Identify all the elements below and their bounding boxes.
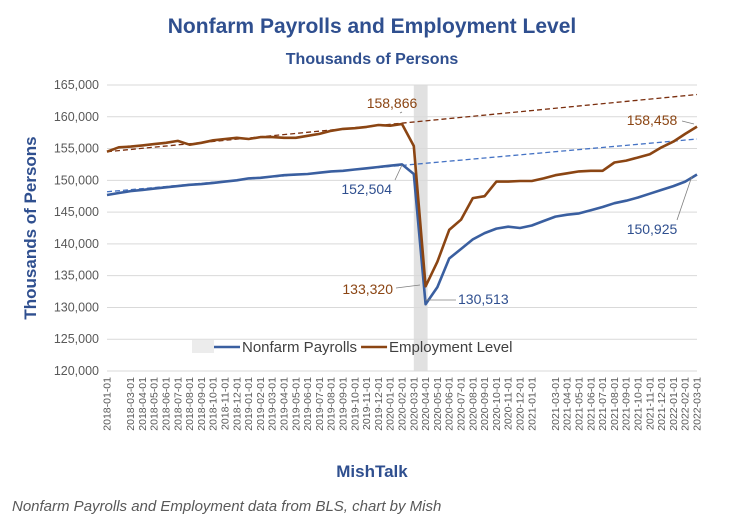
x-tick-label: 2021-01-01 xyxy=(526,377,538,431)
x-tick-label: 2020-11-01 xyxy=(503,377,515,430)
chart-title: Nonfarm Payrolls and Employment Level xyxy=(168,15,576,38)
x-tick-label: 2022-02-01 xyxy=(680,377,692,431)
x-tick-label: 2018-08-01 xyxy=(184,377,196,431)
annotation-label: 152,504 xyxy=(341,181,392,197)
annotations: 158,866 152,504 133,320 130,513 158,458 150,9… xyxy=(341,95,695,307)
y-tick-label: 155,000 xyxy=(54,142,99,156)
y-tick-label: 150,000 xyxy=(54,173,99,187)
annotation-label: 133,320 xyxy=(342,281,393,297)
x-tick-label: 2019-12-01 xyxy=(373,377,385,431)
x-tick-label: 2020-05-01 xyxy=(432,377,444,431)
annotation-label: 150,925 xyxy=(627,221,678,237)
x-tick-label: 2021-12-01 xyxy=(656,377,668,431)
chart-caption: Nonfarm Payrolls and Employment data fro… xyxy=(12,498,442,515)
y-tick-label: 145,000 xyxy=(54,205,99,219)
chart-subtitle: Thousands of Persons xyxy=(286,51,459,68)
annotation-leader xyxy=(676,175,693,221)
series-line xyxy=(106,122,698,288)
x-tick-label: 2020-09-01 xyxy=(479,377,491,431)
x-tick-label: 2020-12-01 xyxy=(515,377,527,431)
x-tick-label: 2020-02-01 xyxy=(397,377,409,431)
annotation-label: 158,866 xyxy=(367,95,418,111)
x-tick-label: 2019-11-01 xyxy=(361,377,373,430)
x-tick-label: 2020-03-01 xyxy=(408,377,420,431)
x-tick-label: 2021-07-01 xyxy=(597,377,609,431)
x-tick-label: 2018-05-01 xyxy=(149,377,161,431)
legend: Nonfarm Payrolls Employment Level xyxy=(192,339,512,356)
annotation-leader xyxy=(395,284,421,289)
x-tick-label: 2020-10-01 xyxy=(491,377,503,431)
y-tick-label: 160,000 xyxy=(54,110,99,124)
y-tick-label: 135,000 xyxy=(54,269,99,283)
x-tick-label: 2021-05-01 xyxy=(574,377,586,431)
x-tick-label: 2018-03-01 xyxy=(125,377,137,431)
x-tick-label: 2018-12-01 xyxy=(231,377,243,431)
y-tick-label: 165,000 xyxy=(54,78,99,92)
x-tick-label: 2020-06-01 xyxy=(444,377,456,431)
x-tick-label: 2019-10-01 xyxy=(349,377,361,431)
x-tick-label: 2019-01-01 xyxy=(243,377,255,431)
x-axis-ticks: 2018-01-01 2018-03-01 2018-04-01 2018-05-01… xyxy=(102,377,704,431)
x-tick-label: 2018-04-01 xyxy=(137,377,149,431)
y-axis-ticks: 120,000 125,000 130,000 135,000 140,000 145,0… xyxy=(54,78,99,378)
x-tick-label: 2021-09-01 xyxy=(621,377,633,431)
x-tick-label: 2022-01-01 xyxy=(668,377,680,431)
x-tick-label: 2018-06-01 xyxy=(161,377,173,431)
x-tick-label: 2021-04-01 xyxy=(562,377,574,431)
x-tick-label: 2019-08-01 xyxy=(326,377,338,431)
annotation-leader xyxy=(399,111,403,114)
x-tick-label: 2018-09-01 xyxy=(196,377,208,431)
y-tick-label: 140,000 xyxy=(54,237,99,251)
x-tick-label: 2018-11-01 xyxy=(220,377,232,430)
x-tick-label: 2021-03-01 xyxy=(550,377,562,431)
gridlines xyxy=(107,84,697,372)
x-tick-label: 2020-01-01 xyxy=(385,377,397,431)
series-lines xyxy=(106,122,698,306)
x-tick-label: 2021-10-01 xyxy=(633,377,645,431)
chart: Nonfarm Payrolls and Employment Level Th… xyxy=(21,15,704,481)
legend-shade-swatch xyxy=(192,340,214,353)
annotation-label: 130,513 xyxy=(458,291,509,307)
annotation-leader xyxy=(394,164,403,181)
x-tick-label: 2019-02-01 xyxy=(255,377,267,431)
y-tick-label: 130,000 xyxy=(54,300,99,314)
x-tick-label: 2020-04-01 xyxy=(420,377,432,431)
x-tick-label: 2019-09-01 xyxy=(338,377,350,431)
x-tick-label: 2018-01-01 xyxy=(102,377,114,431)
x-tick-label: 2022-03-01 xyxy=(692,377,704,431)
x-tick-label: 2019-05-01 xyxy=(290,377,302,431)
y-tick-label: 120,000 xyxy=(54,364,99,378)
x-tick-label: 2020-08-01 xyxy=(467,377,479,431)
y-axis-label: Thousands of Persons xyxy=(21,136,40,319)
x-tick-label: 2018-07-01 xyxy=(172,377,184,431)
annotation-leader xyxy=(681,120,695,125)
x-tick-label: 2019-07-01 xyxy=(314,377,326,431)
x-tick-label: 2021-08-01 xyxy=(609,377,621,431)
annotation-label: 158,458 xyxy=(627,112,678,128)
series-line xyxy=(106,163,698,306)
legend-entry: Nonfarm Payrolls xyxy=(242,339,357,356)
y-tick-label: 125,000 xyxy=(54,332,99,346)
x-axis-label: MishTalk xyxy=(336,462,408,481)
x-tick-label: 2021-06-01 xyxy=(585,377,597,431)
x-tick-label: 2021-11-01 xyxy=(644,377,656,430)
x-tick-label: 2019-06-01 xyxy=(302,377,314,431)
legend-entry: Employment Level xyxy=(389,339,512,356)
x-tick-label: 2019-04-01 xyxy=(279,377,291,431)
x-tick-label: 2020-07-01 xyxy=(456,377,468,431)
x-tick-label: 2018-10-01 xyxy=(208,377,220,431)
x-tick-label: 2019-03-01 xyxy=(267,377,279,431)
